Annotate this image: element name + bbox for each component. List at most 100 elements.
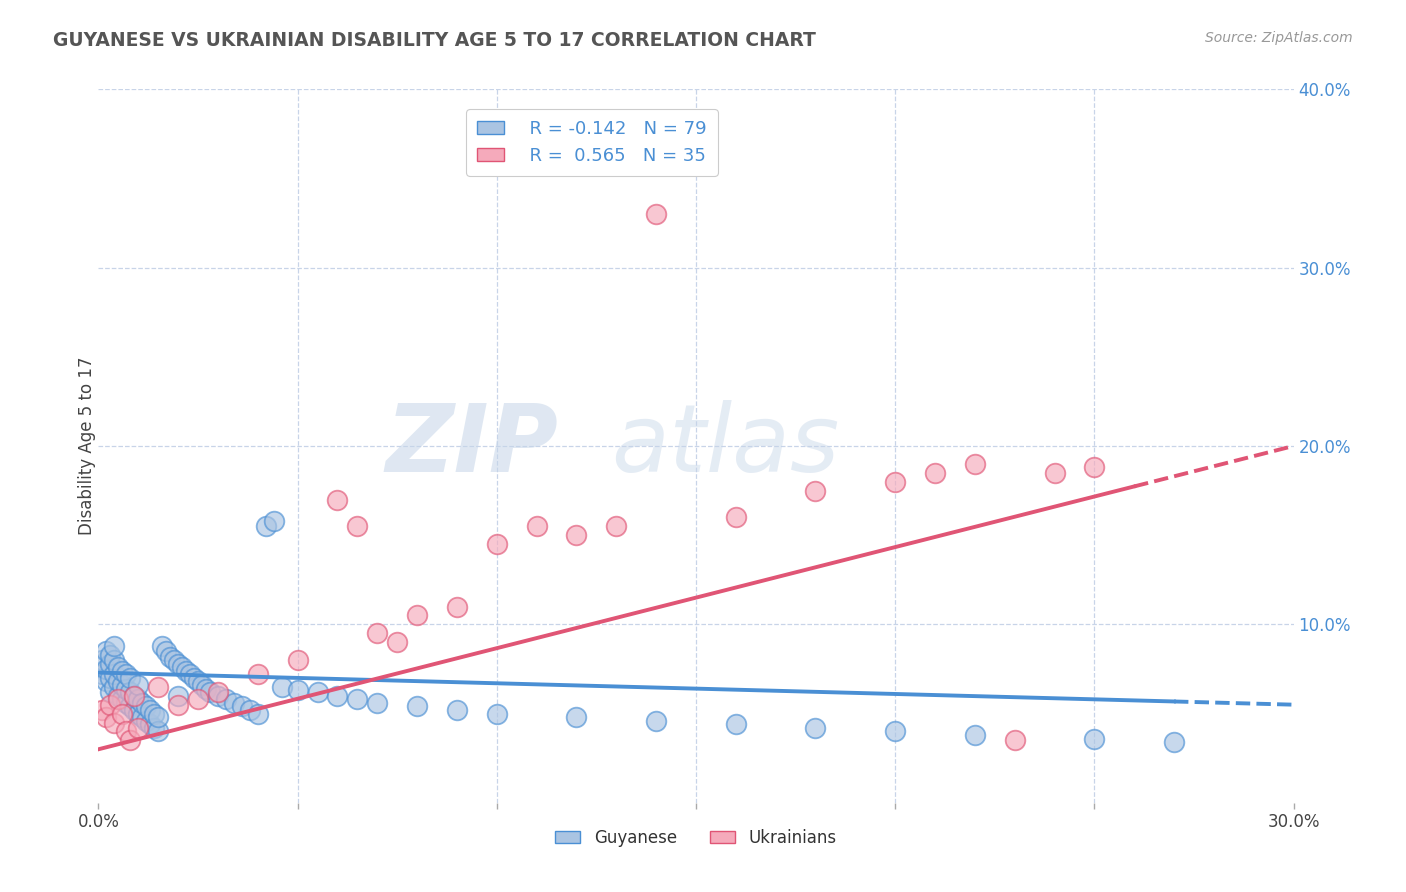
Point [115, 696, 138, 710]
Point [124, 703, 146, 717]
Point [98, 685, 122, 699]
Point [115, 724, 138, 739]
Point [107, 660, 129, 674]
Text: Source: ZipAtlas.com: Source: ZipAtlas.com [1205, 31, 1353, 45]
Point [96, 710, 118, 724]
Point [91, 667, 114, 681]
Point [120, 671, 142, 685]
Point [366, 696, 388, 710]
Point [131, 696, 153, 710]
Point [346, 519, 368, 533]
Point [307, 685, 329, 699]
Y-axis label: Disability Age 5 to 17: Disability Age 5 to 17 [79, 357, 96, 535]
Point [127, 721, 149, 735]
Point [131, 710, 153, 724]
Text: ZIP: ZIP [385, 400, 558, 492]
Point [98, 657, 122, 671]
Point [115, 667, 138, 681]
Point [215, 692, 238, 706]
Point [155, 644, 177, 658]
Point [174, 664, 197, 678]
Point [115, 681, 138, 696]
Point [346, 692, 368, 706]
Point [645, 714, 668, 728]
Point [98, 648, 122, 662]
Point [139, 717, 162, 731]
Point [804, 483, 827, 498]
Point [326, 689, 349, 703]
Point [111, 706, 134, 721]
Point [143, 706, 166, 721]
Point [124, 689, 146, 703]
Point [1083, 731, 1105, 746]
Point [963, 728, 986, 742]
Point [446, 599, 468, 614]
Point [167, 657, 190, 671]
Point [565, 710, 588, 724]
Point [385, 635, 409, 649]
Point [127, 678, 149, 692]
Point [187, 674, 209, 689]
Point [246, 667, 269, 681]
Point [187, 692, 209, 706]
Point [127, 706, 149, 721]
Point [326, 492, 349, 507]
Point [111, 692, 134, 706]
Point [148, 710, 170, 724]
Point [207, 689, 229, 703]
Point [270, 680, 292, 694]
Point [172, 660, 194, 674]
Point [1043, 466, 1066, 480]
Point [111, 664, 134, 678]
Point [366, 626, 388, 640]
Point [135, 699, 157, 714]
Point [724, 510, 747, 524]
Point [645, 207, 668, 221]
Point [167, 698, 190, 712]
Point [150, 639, 173, 653]
Point [526, 519, 548, 533]
Point [96, 644, 118, 658]
Point [183, 671, 205, 685]
Point [103, 715, 125, 730]
Point [96, 674, 118, 689]
Point [804, 721, 827, 735]
Point [195, 681, 218, 696]
Point [485, 706, 508, 721]
Point [239, 703, 262, 717]
Point [91, 703, 114, 717]
Point [107, 692, 129, 706]
Point [120, 699, 142, 714]
Point [91, 653, 114, 667]
Point [565, 528, 588, 542]
Point [198, 685, 221, 699]
Point [148, 724, 170, 739]
Point [111, 678, 134, 692]
Point [485, 537, 508, 551]
Point [159, 649, 181, 664]
Point [924, 466, 946, 480]
Text: atlas: atlas [612, 401, 839, 491]
Point [103, 653, 125, 667]
Point [124, 689, 146, 703]
Point [406, 699, 429, 714]
Point [135, 714, 157, 728]
Point [724, 717, 747, 731]
Point [222, 696, 245, 710]
Point [120, 685, 142, 699]
Point [231, 699, 253, 714]
Point [139, 703, 162, 717]
Point [191, 678, 214, 692]
Point [98, 698, 122, 712]
Point [107, 689, 129, 703]
Point [96, 662, 118, 676]
Point [884, 475, 907, 489]
Point [98, 671, 122, 685]
Point [143, 721, 166, 735]
Point [406, 608, 429, 623]
Point [103, 667, 125, 681]
Point [163, 653, 186, 667]
Point [287, 653, 309, 667]
Point [1083, 460, 1105, 475]
Point [884, 724, 907, 739]
